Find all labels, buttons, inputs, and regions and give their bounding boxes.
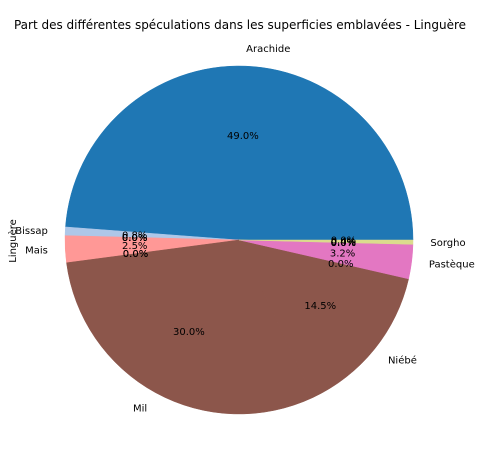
- pct-label-pasteque: 3.2%: [330, 249, 355, 260]
- pie-labels: 49.0%Arachide0.8%Bissap0.0%0.0%0.0%0.0%2…: [15, 44, 474, 414]
- pie-slice-sorgho: [238, 239, 414, 245]
- pct-label-slice-2: 0.0%: [122, 233, 147, 244]
- category-label-bissap: Bissap: [15, 226, 48, 237]
- pct-label-slice-4: 0.0%: [122, 233, 147, 244]
- pie-slices: [64, 65, 414, 415]
- pct-label-slice-13: 0.0%: [331, 238, 356, 249]
- pct-label-mais: 2.5%: [122, 241, 147, 252]
- pie-slice-mil: [66, 239, 314, 415]
- y-axis-label: Linguère: [7, 219, 19, 263]
- category-label-mais: Mais: [25, 246, 48, 257]
- pct-label-arachide: 49.0%: [227, 131, 259, 142]
- pct-label-slice-15: 0.0%: [331, 238, 356, 249]
- pct-label-slice-11: 0.0%: [328, 259, 353, 270]
- pct-label-slice-14: 0.0%: [331, 238, 356, 249]
- pct-label-mil: 30.0%: [173, 327, 205, 338]
- pct-label-slice-17: 0.0%: [331, 236, 356, 247]
- category-label-pasteque: Pastèque: [429, 258, 475, 270]
- pct-label-bissap: 0.8%: [122, 230, 147, 241]
- category-label-mil: Mil: [133, 403, 147, 414]
- pie-slice-arachide: [65, 65, 414, 241]
- pie-slice-niebe: [238, 239, 409, 398]
- pct-label-slice-7: 0.0%: [123, 249, 148, 260]
- category-label-sorgho: Sorgho: [430, 238, 465, 249]
- pct-label-slice-8: 0.0%: [123, 249, 148, 260]
- pct-label-niebe: 14.5%: [304, 301, 336, 312]
- pct-label-sorgho: 0.4%: [331, 237, 356, 248]
- category-label-arachide: Arachide: [246, 44, 290, 55]
- pct-label-slice-5: 0.0%: [122, 233, 147, 244]
- chart-title: Part des différentes spéculations dans l…: [14, 18, 466, 32]
- category-label-niebe: Niébé: [388, 355, 417, 367]
- pct-label-slice-3: 0.0%: [122, 233, 147, 244]
